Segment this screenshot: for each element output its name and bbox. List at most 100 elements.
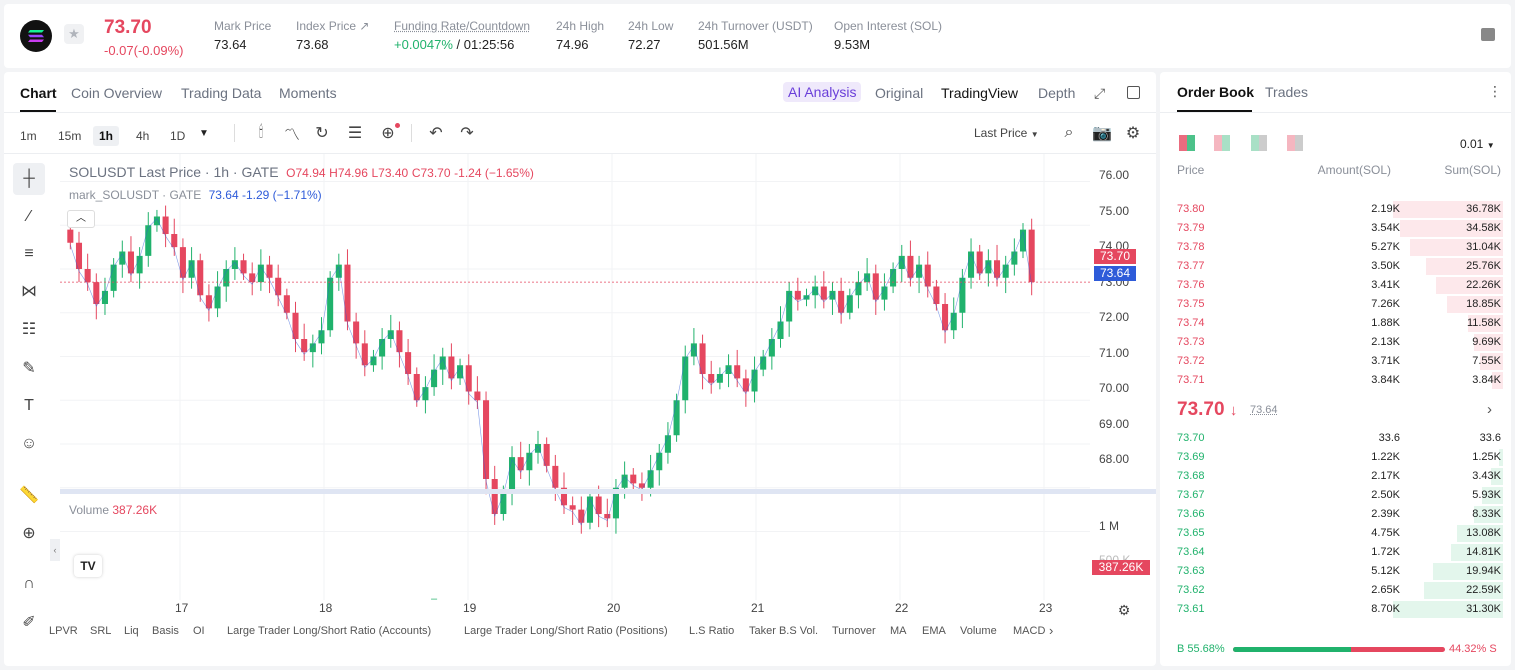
indicator-oi[interactable]: OI [193, 625, 205, 637]
timeframe-dropdown-icon[interactable]: ▼ [199, 128, 209, 139]
timeframe-1m[interactable]: 1m [20, 129, 37, 143]
expand-icon[interactable]: ⤢ [1094, 85, 1106, 101]
timeframe-15m[interactable]: 15m [58, 129, 82, 143]
pencil-icon[interactable]: ✐ [22, 614, 36, 631]
indicators-icon[interactable]: 〽 [283, 127, 300, 144]
indicator-liq[interactable]: Liq [124, 625, 139, 637]
orderbook-row[interactable]: 73.66 2.39K 8.33K [1160, 505, 1511, 524]
emoji-icon[interactable]: ☺ [20, 435, 38, 452]
ruler-icon[interactable]: 📏 [19, 487, 39, 504]
orderbook-row[interactable]: 73.64 1.72K 14.81K [1160, 543, 1511, 562]
ratio-bar [1233, 647, 1445, 652]
collapse-toolbar-icon[interactable]: ‹ [50, 539, 60, 561]
candle [301, 339, 308, 353]
indicator-ls-ratio[interactable]: L.S Ratio [689, 625, 735, 637]
scroll-right-icon[interactable]: › [1049, 623, 1054, 638]
chevron-right-icon[interactable]: › [1487, 401, 1492, 418]
timeframe-4h[interactable]: 4h [136, 129, 150, 143]
tab-trading-data[interactable]: Trading Data [181, 85, 262, 101]
orderbook-row[interactable]: 73.62 2.65K 22.59K [1160, 581, 1511, 600]
tab-depth[interactable]: Depth [1038, 85, 1076, 101]
collapse-legend-button[interactable]: ︿ [67, 210, 95, 228]
undo-icon[interactable]: ↶ [429, 125, 443, 142]
orderbook-row[interactable]: 73.65 4.75K 13.08K [1160, 524, 1511, 543]
indicator-basis[interactable]: Basis [152, 625, 179, 637]
orderbook-row[interactable]: 73.79 3.54K 34.58K [1160, 219, 1511, 238]
orderbook-row[interactable]: 73.63 5.12K 19.94K [1160, 562, 1511, 581]
indicator-ema[interactable]: EMA [922, 625, 946, 637]
row-sum: 13.08K [1466, 527, 1501, 539]
candle [205, 295, 212, 309]
indicator-turnover[interactable]: Turnover [832, 625, 876, 637]
zoom-in-icon[interactable]: ⊕ [22, 525, 36, 542]
orderbook-row[interactable]: 73.78 5.27K 31.04K [1160, 238, 1511, 257]
trend-line-icon[interactable]: ⁄ [27, 208, 31, 225]
orderbook-row[interactable]: 73.67 2.50K 5.93K [1160, 486, 1511, 505]
orderbook-row[interactable]: 73.77 3.50K 25.76K [1160, 257, 1511, 276]
camera-icon[interactable]: 📷 [1092, 125, 1112, 142]
tab-coin-overview[interactable]: Coin Overview [71, 85, 163, 101]
magnet-icon[interactable]: ∩ [23, 575, 35, 592]
indicator-macd[interactable]: MACD [1013, 625, 1045, 637]
indicator-lt-positions[interactable]: Large Trader Long/Short Ratio (Positions… [464, 625, 668, 637]
favorite-star-icon[interactable]: ★ [64, 24, 84, 44]
replay-icon[interactable]: ↻ [315, 125, 329, 142]
indicator-ma[interactable]: MA [890, 625, 907, 637]
orderbook-row[interactable]: 73.69 1.22K 1.25K [1160, 448, 1511, 467]
ai-analysis-button[interactable]: AI Analysis [783, 82, 862, 102]
indicator-taker-bs[interactable]: Taker B.S Vol. [749, 625, 819, 637]
orderbook-row[interactable]: 73.68 2.17K 3.43K [1160, 467, 1511, 486]
orderbook-row[interactable]: 73.61 8.70K 31.30K [1160, 600, 1511, 619]
indicator-lpvr[interactable]: LPVR [49, 625, 78, 637]
timeframe-1h[interactable]: 1h [93, 126, 120, 146]
y-tick: 70.00 [1099, 381, 1130, 395]
tab-moments[interactable]: Moments [279, 85, 337, 101]
view-asks-buys-icon[interactable] [1214, 135, 1230, 151]
orderbook-row[interactable]: 73.76 3.41K 22.26K [1160, 276, 1511, 295]
stat-index-price[interactable]: Index Price ↗ 73.68 [296, 19, 370, 52]
brush-icon[interactable]: ✎ [22, 360, 36, 377]
tab-order-book[interactable]: Order Book [1177, 84, 1255, 100]
horizontal-lines-icon[interactable]: ≡ [24, 245, 34, 262]
tab-tradingview[interactable]: TradingView [941, 85, 1019, 101]
orderbook-row[interactable]: 73.71 3.84K 3.84K [1160, 371, 1511, 390]
pane-separator[interactable] [60, 489, 1156, 494]
precision-select[interactable]: 0.01 ▼ [1460, 137, 1495, 151]
view-asks-icon[interactable] [1287, 135, 1303, 151]
orderbook-row[interactable]: 73.80 2.19K 36.78K [1160, 200, 1511, 219]
fib-icon[interactable]: ☷ [21, 321, 37, 338]
view-bids-icon[interactable] [1251, 135, 1267, 151]
window-icon[interactable] [1127, 86, 1140, 99]
stat-funding-rate[interactable]: Funding Rate/Countdown +0.0047% / 01:25:5… [394, 19, 531, 52]
tab-original[interactable]: Original [875, 85, 924, 101]
candle [838, 290, 845, 313]
add-plugin-icon[interactable]: ⊕ [381, 125, 395, 142]
axis-settings-icon[interactable]: ⚙ [1117, 601, 1131, 618]
candlestick-chart[interactable] [60, 154, 1090, 600]
book-icon[interactable] [1481, 28, 1495, 41]
candle [621, 474, 628, 488]
text-tool-icon[interactable]: T [24, 397, 34, 414]
candle-type-icon[interactable]: 🕯 [258, 124, 264, 141]
orderbook-row[interactable]: 73.72 3.71K 7.55K [1160, 352, 1511, 371]
row-amount: 3.41K [1371, 279, 1400, 291]
orderbook-row[interactable]: 73.70 33.6 33.6 [1160, 429, 1511, 448]
orderbook-row[interactable]: 73.75 7.26K 18.85K [1160, 295, 1511, 314]
settings-gear-icon[interactable]: ⚙ [1125, 125, 1141, 142]
tab-chart[interactable]: Chart [20, 85, 57, 101]
pattern-icon[interactable]: ⋈ [21, 283, 37, 300]
crosshair-icon[interactable]: ┼ [13, 163, 45, 195]
more-options-icon[interactable]: ⋮ [1488, 83, 1502, 99]
indicator-volume[interactable]: Volume [960, 625, 997, 637]
indicator-lt-accounts[interactable]: Large Trader Long/Short Ratio (Accounts) [227, 625, 432, 637]
price-type-select[interactable]: Last Price ▼ [974, 126, 1039, 140]
search-icon[interactable]: ⌕ [1064, 124, 1074, 141]
view-both-icon[interactable] [1179, 135, 1195, 151]
redo-icon[interactable]: ↷ [460, 125, 474, 142]
orderbook-row[interactable]: 73.73 2.13K 9.69K [1160, 333, 1511, 352]
timeframe-1d[interactable]: 1D [170, 129, 186, 143]
orderbook-row[interactable]: 73.74 1.88K 11.58K [1160, 314, 1511, 333]
indicator-srl[interactable]: SRL [90, 625, 112, 637]
tab-trades[interactable]: Trades [1265, 84, 1309, 100]
template-icon[interactable]: ☰ [347, 125, 363, 142]
